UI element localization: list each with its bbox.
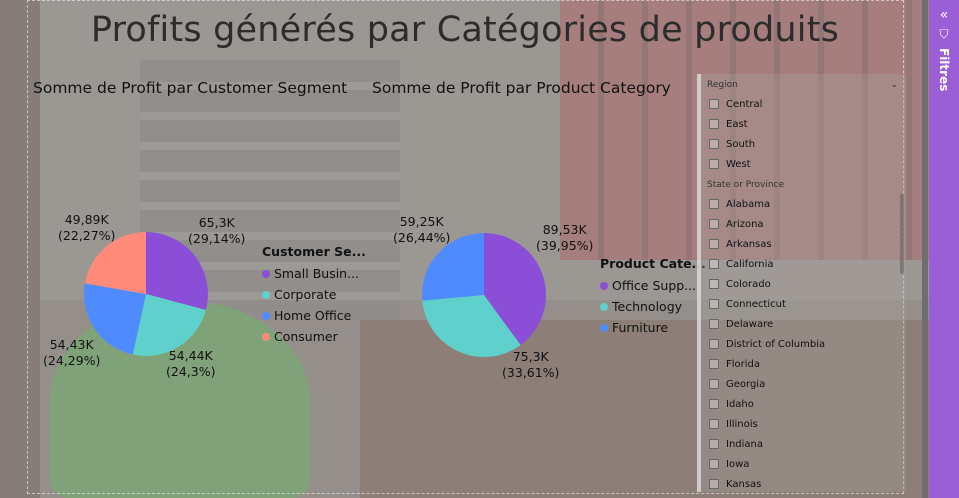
checkbox[interactable] xyxy=(709,459,719,469)
state-item[interactable]: District of Columbia xyxy=(709,334,906,354)
state-item[interactable]: Colorado xyxy=(709,274,906,294)
page-scrollbar[interactable] xyxy=(922,0,928,498)
checkbox[interactable] xyxy=(709,439,719,449)
checkbox[interactable] xyxy=(709,419,719,429)
region-item[interactable]: East xyxy=(709,114,906,134)
segment-chart-title: Somme de Profit par Customer Segment xyxy=(33,79,348,97)
state-item[interactable]: Idaho xyxy=(709,394,906,414)
state-label: California xyxy=(726,258,774,270)
checkbox[interactable] xyxy=(709,399,719,409)
state-label: Illinois xyxy=(726,418,758,430)
region-label: West xyxy=(726,158,751,170)
state-label: Kansas xyxy=(726,478,762,490)
region-item[interactable]: West xyxy=(709,154,906,174)
state-label: District of Columbia xyxy=(726,338,826,350)
state-item[interactable]: Kansas xyxy=(709,474,906,492)
slicer-scrollbar[interactable] xyxy=(900,194,904,274)
double-chevron-left-icon[interactable]: « xyxy=(939,7,949,23)
state-item[interactable]: California xyxy=(709,254,906,274)
checkbox[interactable] xyxy=(709,379,719,389)
checkbox[interactable] xyxy=(709,279,719,289)
category-legend: Product Cate... Office Supp... Technolog… xyxy=(600,256,706,338)
category-chart-title: Somme de Profit par Product Category xyxy=(372,79,671,97)
legend-item-office-supplies[interactable]: Office Supp... xyxy=(600,275,706,296)
state-item[interactable]: Illinois xyxy=(709,414,906,434)
state-item[interactable]: Indiana xyxy=(709,434,906,454)
segment-legend: Customer Se... Small Busin... Corporate … xyxy=(262,244,366,347)
checkbox[interactable] xyxy=(709,319,719,329)
state-item[interactable]: Arizona xyxy=(709,214,906,234)
state-label: Delaware xyxy=(726,318,774,330)
state-item[interactable]: Georgia xyxy=(709,374,906,394)
checkbox[interactable] xyxy=(709,99,719,109)
pie-slice-corporate[interactable] xyxy=(132,294,206,356)
state-label: Iowa xyxy=(726,458,750,470)
region-item[interactable]: Central xyxy=(709,94,906,114)
state-label: Arkansas xyxy=(726,238,772,250)
pie-slice-office-supplies[interactable] xyxy=(484,233,546,346)
region-item[interactable]: South xyxy=(709,134,906,154)
checkbox[interactable] xyxy=(709,119,719,129)
state-label: Georgia xyxy=(726,378,766,390)
checkbox[interactable] xyxy=(709,239,719,249)
state-label: Alabama xyxy=(726,198,771,210)
state-label: Connecticut xyxy=(726,298,786,310)
legend-item-furniture[interactable]: Furniture xyxy=(600,317,706,338)
segment-label-small-business: 65,3K (29,14%) xyxy=(188,215,246,246)
checkbox[interactable] xyxy=(709,159,719,169)
category-label-office-supplies: 89,53K (39,95%) xyxy=(536,222,594,253)
pie-slice-home-office[interactable] xyxy=(84,283,146,355)
state-item[interactable]: Florida xyxy=(709,354,906,374)
state-item[interactable]: Delaware xyxy=(709,314,906,334)
region-label: Central xyxy=(726,98,763,110)
region-state-slicer: Region ⌄ Central East South West State or Pr… xyxy=(697,74,906,492)
checkbox[interactable] xyxy=(709,479,719,489)
chevron-down-icon[interactable]: ⌄ xyxy=(890,80,898,90)
segment-legend-title: Customer Se... xyxy=(262,244,366,259)
region-header[interactable]: Region ⌄ xyxy=(707,80,898,90)
legend-item-technology[interactable]: Technology xyxy=(600,296,706,317)
checkbox[interactable] xyxy=(709,339,719,349)
pie-slice-technology[interactable] xyxy=(422,295,521,357)
checkbox[interactable] xyxy=(709,259,719,269)
state-item[interactable]: Arkansas xyxy=(709,234,906,254)
pie-slice-consumer[interactable] xyxy=(84,232,146,294)
category-label-furniture: 59,25K (26,44%) xyxy=(393,214,451,245)
segment-label-corporate: 54,44K (24,3%) xyxy=(166,348,216,379)
legend-item-small-business[interactable]: Small Busin... xyxy=(262,263,366,284)
segment-pie-chart[interactable] xyxy=(83,231,209,357)
filters-pane[interactable]: « ⛉ Filtres xyxy=(929,0,959,498)
region-label: East xyxy=(726,118,748,130)
checkbox[interactable] xyxy=(709,139,719,149)
funnel-icon: ⛉ xyxy=(939,27,949,41)
checkbox[interactable] xyxy=(709,199,719,209)
region-label: South xyxy=(726,138,756,150)
state-item[interactable]: Iowa xyxy=(709,454,906,474)
category-label-technology: 75,3K (33,61%) xyxy=(502,349,560,380)
pie-slice-furniture[interactable] xyxy=(422,233,484,301)
state-item[interactable]: Alabama xyxy=(709,194,906,214)
legend-item-corporate[interactable]: Corporate xyxy=(262,284,366,305)
state-item[interactable]: Connecticut xyxy=(709,294,906,314)
state-label: Idaho xyxy=(726,398,754,410)
segment-label-consumer: 49,89K (22,27%) xyxy=(58,212,116,243)
state-label: Indiana xyxy=(726,438,764,450)
page-title: Profits générés par Catégories de produi… xyxy=(90,10,840,50)
state-label: Colorado xyxy=(726,278,771,290)
state-label: Florida xyxy=(726,358,761,370)
state-header: State or Province xyxy=(707,180,785,190)
legend-item-consumer[interactable]: Consumer xyxy=(262,326,366,347)
segment-label-home-office: 54,43K (24,29%) xyxy=(43,337,101,368)
state-label: Arizona xyxy=(726,218,764,230)
category-legend-title: Product Cate... xyxy=(600,256,706,271)
checkbox[interactable] xyxy=(709,359,719,369)
checkbox[interactable] xyxy=(709,299,719,309)
pie-slice-small-business[interactable] xyxy=(146,232,208,310)
filters-label: Filtres xyxy=(937,48,951,92)
legend-item-home-office[interactable]: Home Office xyxy=(262,305,366,326)
category-pie-chart[interactable] xyxy=(421,232,547,358)
checkbox[interactable] xyxy=(709,219,719,229)
